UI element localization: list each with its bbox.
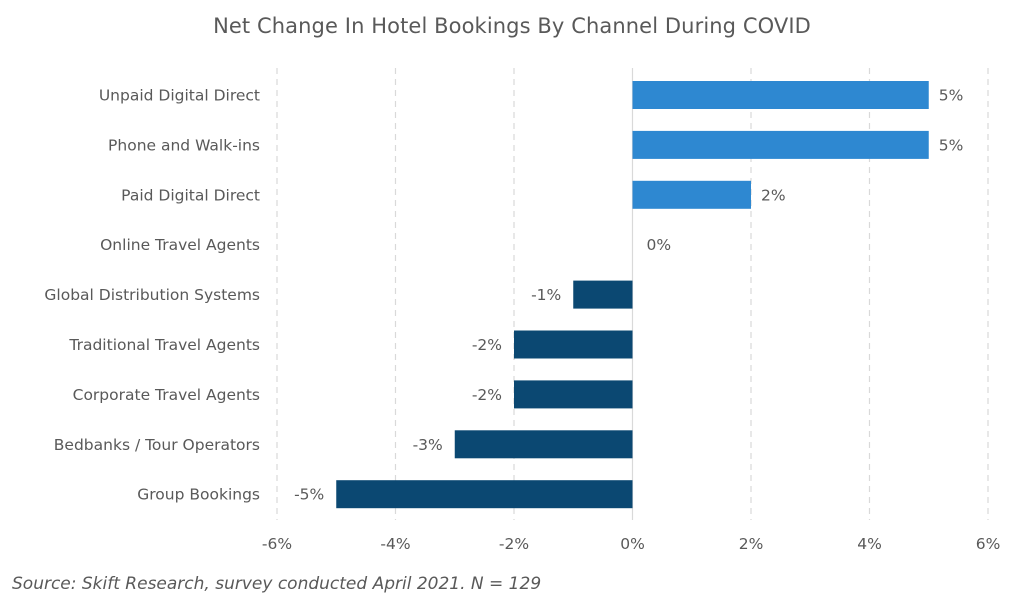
bars xyxy=(336,81,929,509)
category-label: Online Travel Agents xyxy=(100,236,260,254)
x-tick-label: 6% xyxy=(976,535,1001,553)
data-label: -5% xyxy=(294,486,324,504)
data-label: 5% xyxy=(939,136,964,154)
category-label: Group Bookings xyxy=(137,486,260,504)
bar xyxy=(514,380,633,409)
data-label: 5% xyxy=(939,87,964,105)
bar xyxy=(632,180,751,209)
bar-chart: -6% -4% -2% 0% 2% 4% 6% Unpaid Digital Direct 5%… xyxy=(44,68,1000,554)
x-tick-label: -6% xyxy=(262,535,292,553)
x-tick-label: 4% xyxy=(857,535,882,553)
bar xyxy=(573,280,633,309)
category-label: Global Distribution Systems xyxy=(44,286,260,304)
category-label: Corporate Travel Agents xyxy=(73,386,260,404)
data-label: -3% xyxy=(413,436,443,454)
category-label: Traditional Travel Agents xyxy=(68,336,260,354)
category-label: Paid Digital Direct xyxy=(121,186,260,204)
data-label: 0% xyxy=(647,236,672,254)
category-label: Bedbanks / Tour Operators xyxy=(54,436,260,454)
chart-title: Net Change In Hotel Bookings By Channel … xyxy=(213,14,811,38)
bar xyxy=(514,330,633,359)
category-label: Phone and Walk-ins xyxy=(108,136,260,154)
data-label: -2% xyxy=(472,336,502,354)
x-tick-label: 0% xyxy=(620,535,645,553)
x-tick-label: -4% xyxy=(380,535,410,553)
bar xyxy=(632,130,929,159)
source-note: Source: Skift Research, survey conducted… xyxy=(12,574,542,594)
labels: -6% -4% -2% 0% 2% 4% 6% Unpaid Digital Direct 5%… xyxy=(44,87,1000,554)
category-label: Unpaid Digital Direct xyxy=(99,87,260,105)
bar xyxy=(454,430,633,459)
x-tick-label: -2% xyxy=(499,535,529,553)
data-label: 2% xyxy=(761,186,786,204)
bar xyxy=(336,480,633,509)
data-label: -1% xyxy=(531,286,561,304)
x-tick-label: 2% xyxy=(739,535,764,553)
bar xyxy=(632,81,929,109)
data-label: -2% xyxy=(472,386,502,404)
